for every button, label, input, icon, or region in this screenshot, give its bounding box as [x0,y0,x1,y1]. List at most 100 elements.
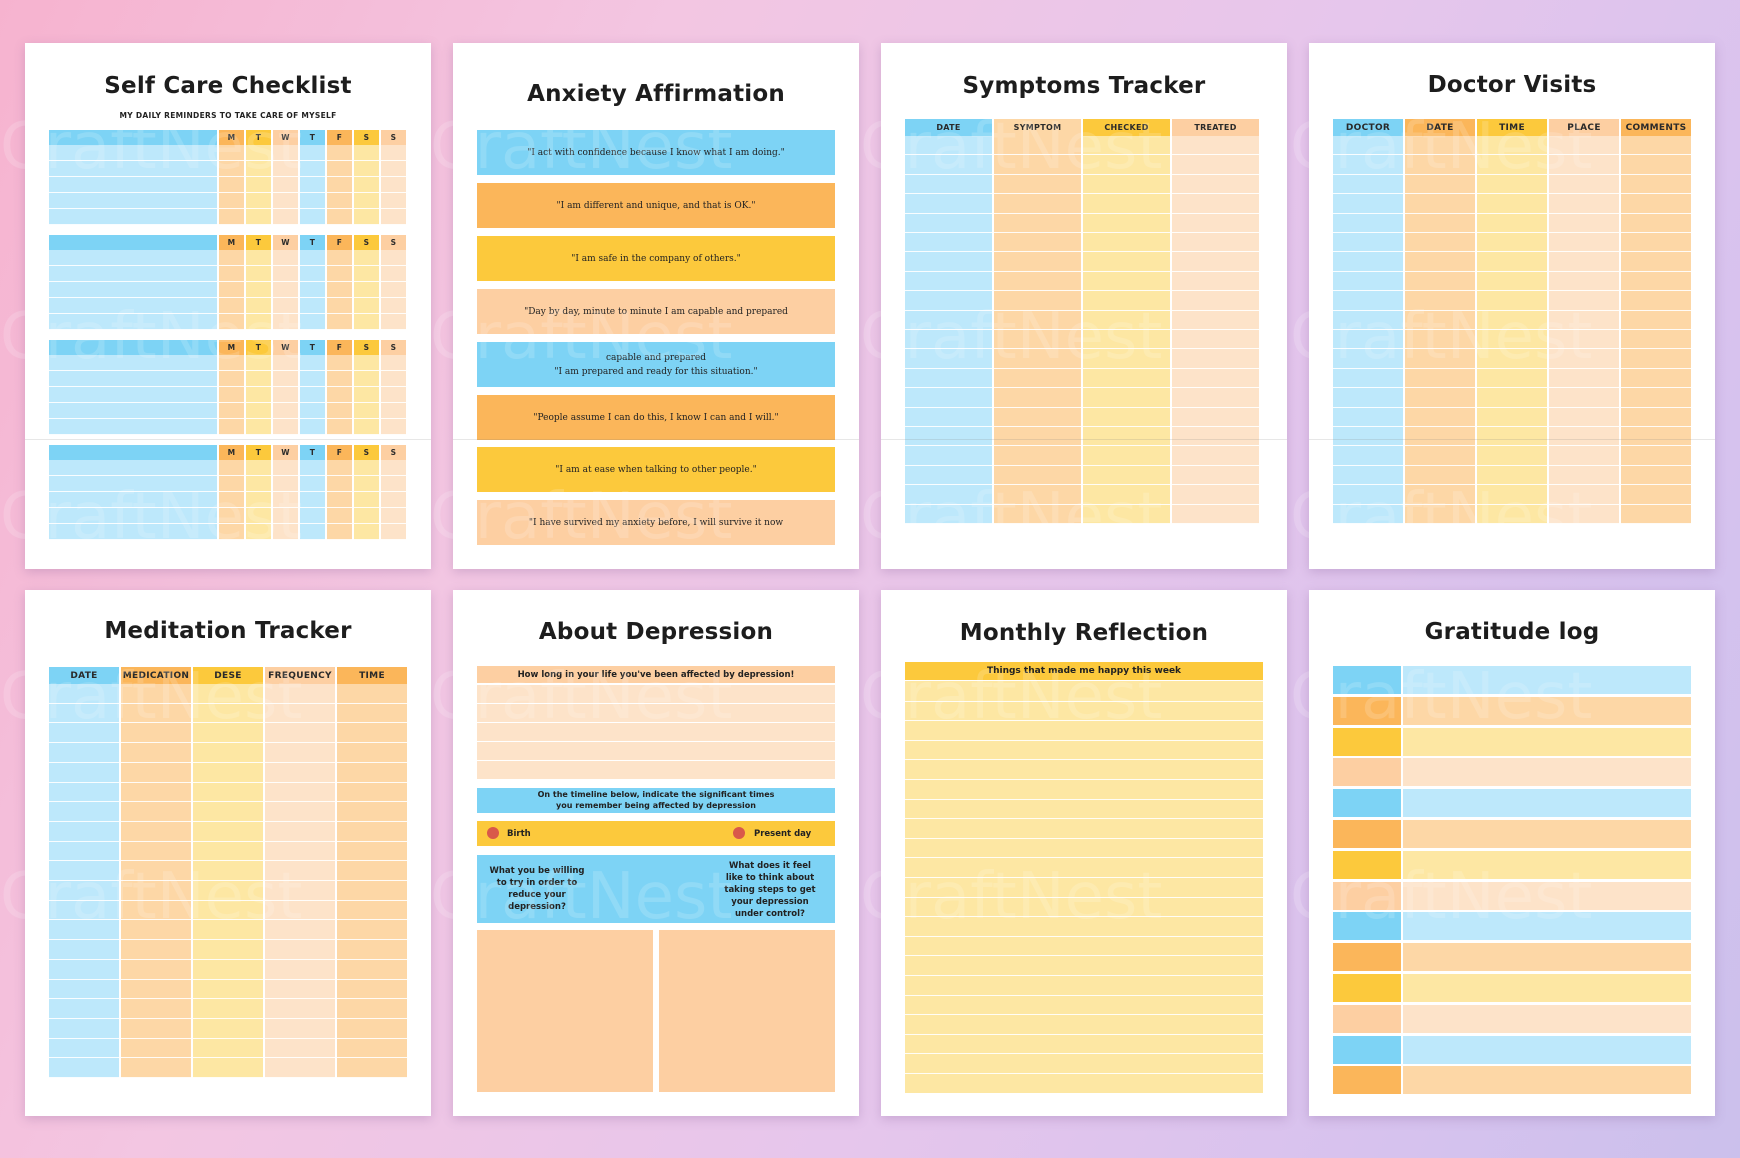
gratitude-date-cell [1333,758,1401,787]
block-body [49,250,217,330]
reflection-line [905,779,1263,780]
gratitude-log-page: Gratitude log [1309,590,1715,1116]
symptoms-tracker-page: Symptoms Tracker DATE SYMPTOM CHECKED TREAT… [881,43,1287,569]
page-title: Anxiety Affirmation [527,81,785,107]
day-column [246,145,271,225]
gratitude-date-cell [1333,912,1401,941]
row-line [49,224,407,225]
gratitude-date-cell [1333,850,1401,879]
day-header: S [381,130,406,145]
gratitude-date-cell [1333,1066,1401,1095]
affirmation-box: "People assume I can do this, I know I c… [477,395,835,440]
day-column [381,355,406,435]
question-right-text: What does it feel like to think about ta… [724,861,816,919]
block-header [49,340,217,355]
column-header: TIME [1477,119,1547,136]
gratitude-date-cell [1333,881,1401,910]
row-line [49,761,407,763]
row-line [1333,367,1691,369]
row-line [49,860,407,862]
day-column [327,355,352,435]
gratitude-entry-cell [1403,696,1691,725]
row-line [1333,464,1691,466]
day-header: T [300,445,325,460]
reflection-line [905,700,1263,702]
affirmation-box: "Day by day, minute to minute I am capab… [477,289,835,334]
row-line [49,1057,407,1059]
row-line [1333,232,1691,233]
page-title: Self Care Checklist [104,73,352,99]
row-line [905,464,1259,466]
day-header: W [273,445,298,460]
day-column [273,250,298,330]
row-line [905,193,1259,195]
row-line [1333,309,1691,311]
reflection-line [905,1092,1263,1094]
day-header: F [327,340,352,355]
column-header: PLACE [1549,119,1619,136]
row-line [905,503,1259,505]
row-line [1333,329,1691,330]
row-line [905,154,1259,156]
column-body [193,684,263,1078]
day-header: S [354,340,379,355]
present-day-marker-icon [733,827,745,839]
day-column [246,460,271,540]
column-header: TREATED [1172,119,1259,136]
row-line [49,702,407,704]
reflection-line [905,1073,1263,1074]
gratitude-entry-cell [1403,974,1691,1002]
block-header [49,235,217,250]
gratitude-date-cell [1333,974,1401,1002]
day-column [354,250,379,330]
day-column [246,250,271,330]
day-column [381,145,406,225]
column-body [49,684,119,1078]
row-line [905,348,1259,350]
column-body [1172,136,1259,524]
gratitude-date-cell [1333,666,1401,694]
answer-line [477,704,835,722]
day-header: F [327,235,352,250]
day-column [246,355,271,435]
day-header: T [300,340,325,355]
page-title: Gratitude log [1424,619,1600,645]
day-column [273,460,298,540]
row-line [49,434,407,435]
question-header [477,666,835,683]
anxiety-affirmation-page: Anxiety Affirmation "I act with confiden… [453,43,859,569]
row-line [905,270,1259,272]
row-line [905,290,1259,292]
timeline-instruction-text: On the timeline below, indicate the sign… [537,790,775,810]
day-column [381,250,406,330]
birth-label: Birth [507,829,531,839]
present-day-label: Present day [754,829,812,839]
gratitude-date-cell [1333,820,1401,848]
answer-line [477,742,835,760]
row-line [49,491,407,492]
row-line [905,329,1259,330]
reflection-line [905,1014,1263,1016]
reflection-line [905,955,1263,957]
day-column [354,460,379,540]
day-column [300,250,325,330]
block-body [49,145,217,225]
gratitude-entry-cell [1403,1004,1691,1033]
gratitude-entry-cell [1403,727,1691,756]
day-header: M [219,235,244,250]
row-line [905,309,1259,311]
row-line [1333,193,1691,195]
row-line [49,313,407,314]
day-header: M [219,340,244,355]
row-line [49,958,407,960]
timeline-instruction-box [477,788,835,813]
timeline-bar [477,821,835,846]
gratitude-entry-cell [1403,789,1691,818]
affirmation-box: capable and prepared "I am prepared and … [477,342,835,387]
row-line [1333,290,1691,292]
row-line [49,418,407,419]
column-body [1083,136,1170,524]
row-line [49,370,407,371]
row-line [49,820,407,822]
reflection-body [905,681,1263,1093]
